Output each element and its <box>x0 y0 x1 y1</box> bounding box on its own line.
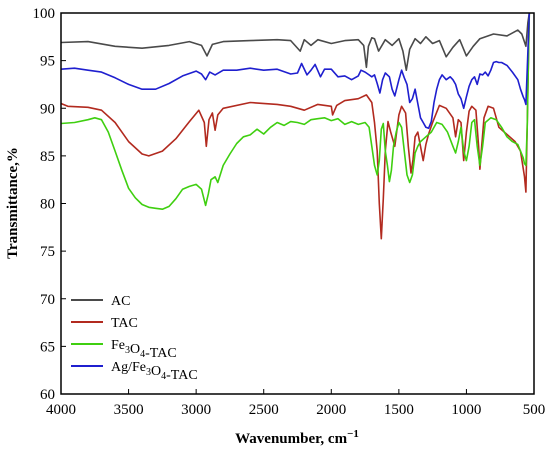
y-tick-label: 80 <box>40 197 55 213</box>
y-tick-label: 65 <box>40 339 55 355</box>
y-tick-label: 70 <box>40 292 55 308</box>
tick-layer: 4000 3500 3000 2500 2000 1500 1000 500 60 65 70 75 8… <box>33 6 546 418</box>
series-layer <box>60 12 531 240</box>
y-tick-label: 85 <box>40 149 55 165</box>
x-tick-label: 1500 <box>384 402 414 418</box>
plot-frame <box>60 12 535 395</box>
legend-label-3: Ag/Fe3O4-TAC <box>111 360 198 383</box>
y-tick-label: 100 <box>33 6 56 22</box>
x-tick-label: 2000 <box>316 402 346 418</box>
x-tick-label: 4000 <box>46 402 76 418</box>
legend-label-2: Fe3O4-TAC <box>111 338 177 361</box>
legend-label-1: TAC <box>111 316 138 331</box>
x-tick-label: 1000 <box>451 402 481 418</box>
series-line-0 <box>60 12 531 71</box>
x-tick-label: 3500 <box>114 402 144 418</box>
y-axis-title: Transmittance,% <box>5 147 21 259</box>
series-line-2 <box>60 12 531 210</box>
x-tick-label: 3000 <box>181 402 211 418</box>
x-tick-label: 2500 <box>249 402 279 418</box>
y-tick-label: 95 <box>40 54 55 70</box>
y-tick-label: 75 <box>40 244 55 260</box>
legend-label-0: AC <box>111 294 130 309</box>
series-line-3 <box>60 12 531 130</box>
y-tick-label: 90 <box>40 101 55 117</box>
x-axis-title: Wavenumber, cm−1 <box>235 428 359 447</box>
x-tick-label: 500 <box>523 402 546 418</box>
y-tick-label: 60 <box>40 387 55 403</box>
